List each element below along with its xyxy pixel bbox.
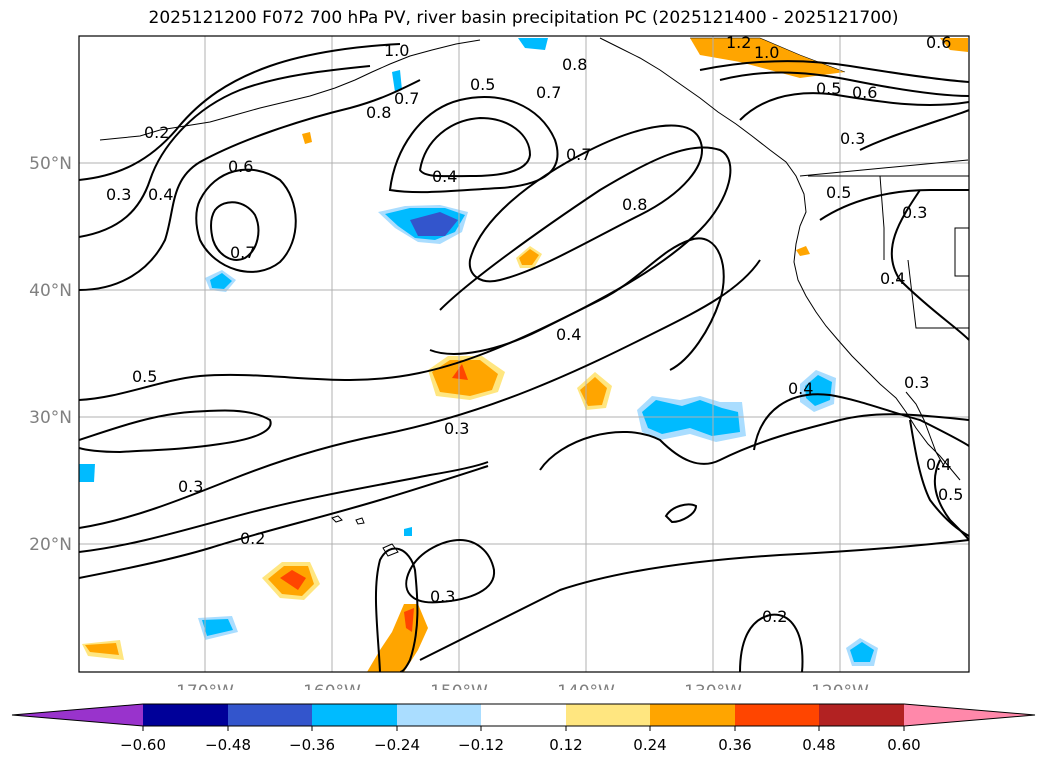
contour-label: 0.5 bbox=[938, 485, 963, 504]
contour-label: 1.0 bbox=[754, 43, 779, 62]
contour-label: 0.7 bbox=[394, 89, 419, 108]
colorbar-segment bbox=[312, 704, 397, 726]
lat-label-50n: 50°N bbox=[29, 154, 72, 174]
map-panel: 1.0 1.2 1.0 0.8 0.7 0.5 0.6 0.3 0.8 0.7 … bbox=[29, 33, 970, 690]
graticule bbox=[79, 36, 969, 672]
colorbar-tick-label: −0.24 bbox=[374, 736, 420, 754]
colorbar-tick-labels: −0.60 −0.48 −0.36 −0.24 −0.12 0.12 0.24 … bbox=[120, 736, 921, 754]
contour-label: 0.4 bbox=[432, 167, 457, 186]
contour-label: 0.4 bbox=[926, 455, 951, 474]
colorbar-extend-max bbox=[904, 704, 1035, 726]
colorbar-segment bbox=[481, 704, 566, 726]
colorbar-tick-label: 0.60 bbox=[887, 736, 920, 754]
contour-label: 0.2 bbox=[762, 607, 787, 626]
contour-label: 1.2 bbox=[726, 33, 751, 52]
contour-label: 0.4 bbox=[148, 185, 173, 204]
lon-label-130w: 130°W bbox=[684, 682, 742, 690]
colorbar-tick-label: 0.12 bbox=[549, 736, 582, 754]
contour-label: 0.7 bbox=[566, 145, 591, 164]
contour-labels: 1.0 1.2 1.0 0.8 0.7 0.5 0.6 0.3 0.8 0.7 … bbox=[106, 33, 963, 626]
lon-label-140w: 140°W bbox=[557, 682, 615, 690]
colorbar-segment bbox=[228, 704, 312, 726]
contour-label: 0.5 bbox=[826, 183, 851, 202]
colorbar-tick-label: −0.48 bbox=[205, 736, 251, 754]
contour-label: 0.4 bbox=[788, 379, 813, 398]
map-title: 2025121200 F072 700 hPa PV, river basin … bbox=[148, 8, 899, 28]
contour-label: 0.7 bbox=[230, 243, 255, 262]
colorbar-segment bbox=[650, 704, 735, 726]
contour-label: 0.3 bbox=[178, 477, 203, 496]
contour-label: 0.2 bbox=[240, 529, 265, 548]
contour-label: 0.3 bbox=[430, 587, 455, 606]
colorbar-segment bbox=[566, 704, 650, 726]
colorbar-segment bbox=[735, 704, 819, 726]
contour-label: 0.5 bbox=[816, 79, 841, 98]
lon-label-120w: 120°W bbox=[811, 682, 869, 690]
contour-label: 0.4 bbox=[556, 325, 581, 344]
colorbar-segment bbox=[819, 704, 904, 726]
colorbar-tick-label: −0.36 bbox=[289, 736, 335, 754]
contour-label: 0.3 bbox=[106, 185, 131, 204]
colorbar-tick-label: −0.12 bbox=[458, 736, 504, 754]
contour-label: 0.6 bbox=[926, 33, 951, 52]
colorbar-tick-label: 0.48 bbox=[802, 736, 835, 754]
colorbar-outline bbox=[11, 703, 1036, 727]
contour-label: 0.2 bbox=[144, 123, 169, 142]
latitude-labels: 50°N 40°N 30°N 20°N bbox=[29, 154, 72, 555]
contour-label: 0.4 bbox=[880, 269, 905, 288]
lat-label-40n: 40°N bbox=[29, 281, 72, 301]
contour-label: 0.8 bbox=[622, 195, 647, 214]
contour-label: 0.3 bbox=[444, 419, 469, 438]
contour-label: 0.5 bbox=[470, 75, 495, 94]
contour-label: 0.3 bbox=[904, 373, 929, 392]
contour-label: 0.6 bbox=[228, 157, 253, 176]
contour-label: 0.6 bbox=[852, 83, 877, 102]
contour-label: 0.7 bbox=[536, 83, 561, 102]
colorbar-segment bbox=[143, 704, 228, 726]
contour-label: 0.3 bbox=[902, 203, 927, 222]
contour-label: 1.0 bbox=[384, 41, 409, 60]
colorbar-segment bbox=[397, 704, 481, 726]
colorbar-tick-label: 0.36 bbox=[718, 736, 751, 754]
contour-label: 0.8 bbox=[562, 55, 587, 74]
pv-contours bbox=[79, 43, 969, 672]
precip-shading bbox=[79, 37, 968, 672]
contour-label: 0.5 bbox=[132, 367, 157, 386]
lat-label-30n: 30°N bbox=[29, 408, 72, 428]
coastlines bbox=[99, 37, 969, 557]
map-frame bbox=[78, 35, 970, 673]
longitude-labels: 170°W 160°W 150°W 140°W 130°W 120°W bbox=[176, 682, 869, 690]
lat-label-20n: 20°N bbox=[29, 535, 72, 555]
contour-label: 0.8 bbox=[366, 103, 391, 122]
colorbar-segments bbox=[11, 703, 1036, 727]
lon-label-150w: 150°W bbox=[430, 682, 488, 690]
contour-label: 0.3 bbox=[840, 129, 865, 148]
lon-label-160w: 160°W bbox=[303, 682, 361, 690]
colorbar-ticks bbox=[142, 726, 905, 731]
colorbar-tick-label: 0.24 bbox=[633, 736, 666, 754]
lon-label-170w: 170°W bbox=[176, 682, 234, 690]
colorbar-extend-min bbox=[12, 704, 143, 726]
colorbar-tick-label: −0.60 bbox=[120, 736, 166, 754]
